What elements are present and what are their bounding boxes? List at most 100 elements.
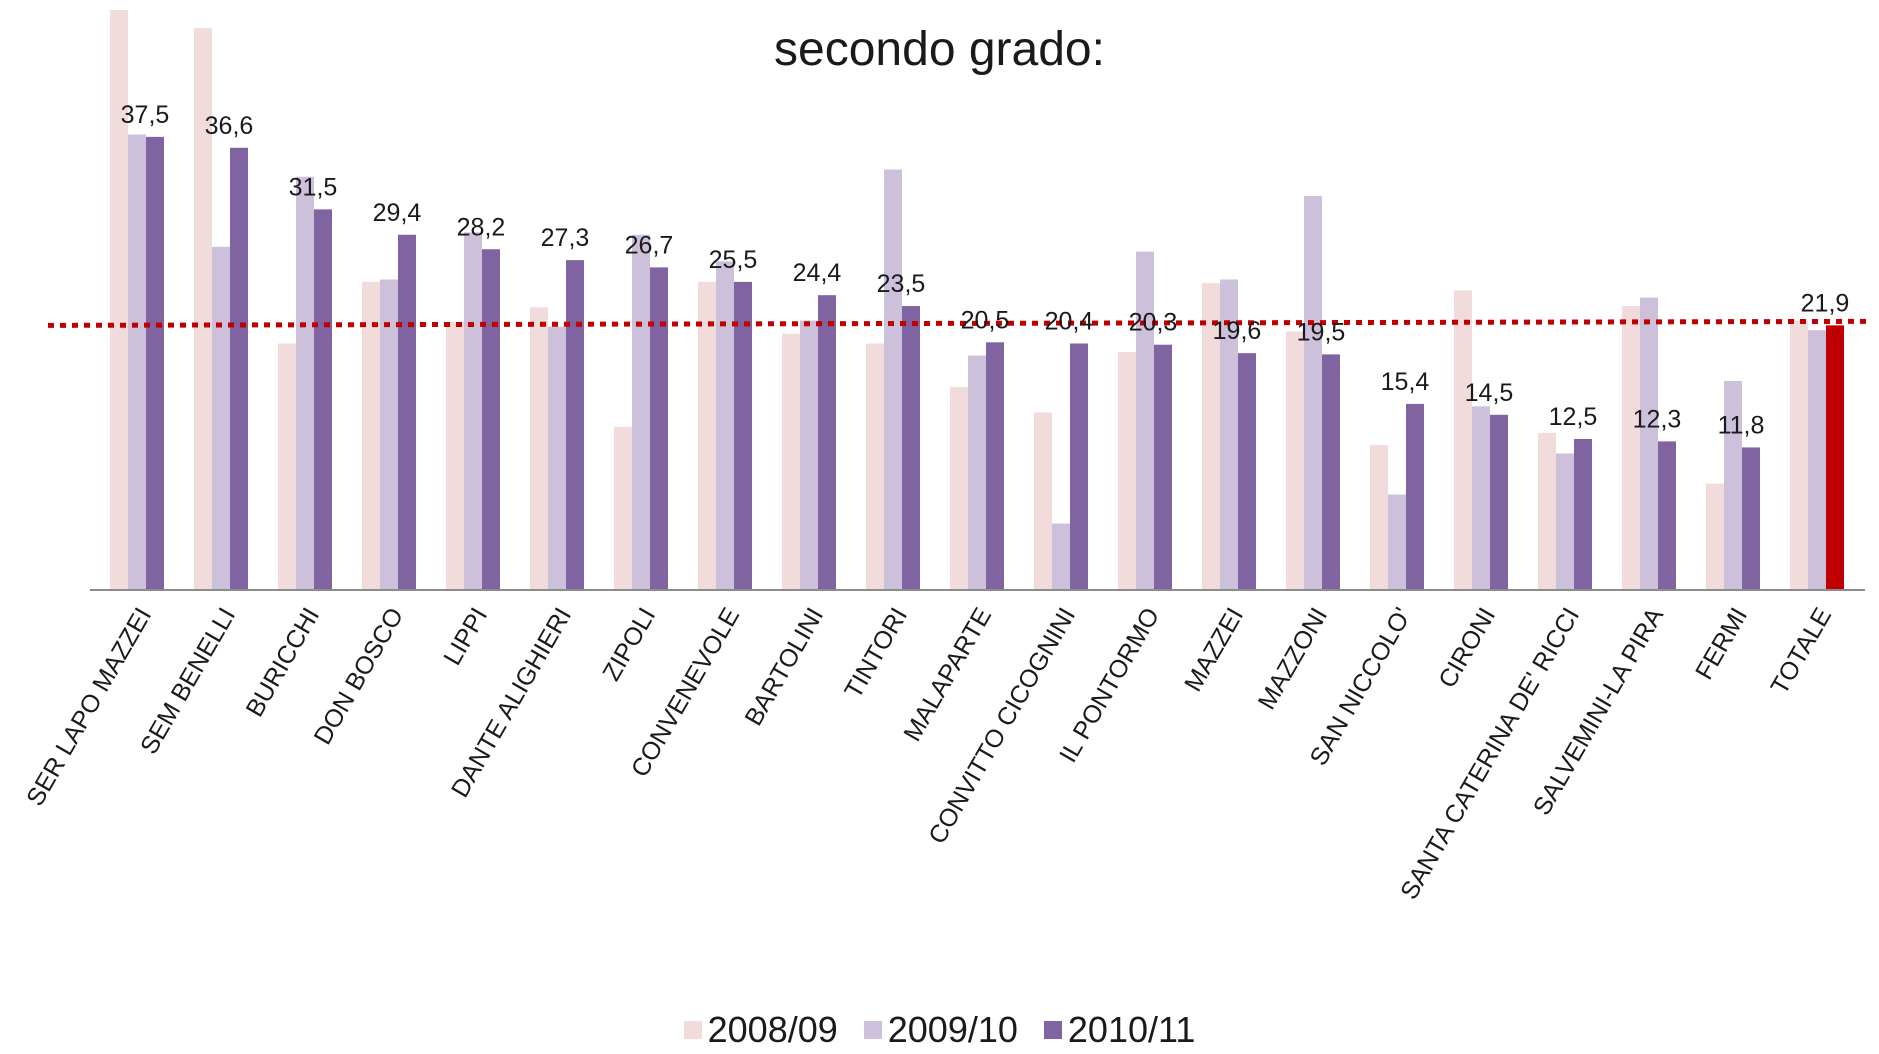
bar-2010-11-2 bbox=[314, 209, 332, 590]
bar-2008-09-2 bbox=[278, 343, 296, 590]
category-label-20: TOTALE bbox=[1765, 603, 1837, 699]
bar-2009-10-6 bbox=[632, 234, 650, 590]
bar-2008-09-5 bbox=[530, 307, 548, 590]
bar-2008-09-11 bbox=[1034, 412, 1052, 590]
bar-2010-11-10 bbox=[986, 342, 1004, 590]
bar-2010-11-20 bbox=[1826, 325, 1844, 590]
data-label-18: 12,3 bbox=[1633, 405, 1682, 433]
legend-label: 2009/10 bbox=[887, 1009, 1018, 1050]
data-label-8: 24,4 bbox=[793, 259, 842, 287]
bar-2008-09-20 bbox=[1790, 320, 1808, 590]
data-label-7: 25,5 bbox=[709, 246, 758, 274]
data-label-17: 12,5 bbox=[1549, 403, 1598, 431]
data-label-3: 29,4 bbox=[373, 199, 422, 227]
category-label-4: LIPPI bbox=[438, 603, 493, 670]
legend: 2008/09 2009/10 2010/11 bbox=[0, 1010, 1879, 1050]
bar-2010-11-7 bbox=[734, 281, 752, 590]
data-label-15: 15,4 bbox=[1381, 368, 1430, 396]
data-label-11: 20,4 bbox=[1045, 308, 1094, 336]
bar-2008-09-7 bbox=[698, 281, 716, 590]
bar-2010-11-3 bbox=[398, 234, 416, 590]
category-label-6: ZIPOLI bbox=[597, 603, 661, 686]
bar-2008-09-16 bbox=[1454, 290, 1472, 590]
data-label-14: 19,5 bbox=[1297, 318, 1346, 346]
bar-2010-11-17 bbox=[1574, 438, 1592, 590]
bar-2008-09-8 bbox=[782, 333, 800, 590]
legend-item-2008-09: 2008/09 bbox=[683, 1009, 838, 1050]
bar-2009-10-17 bbox=[1556, 453, 1574, 590]
bar-2010-11-15 bbox=[1406, 403, 1424, 590]
data-label-12: 20,3 bbox=[1129, 309, 1178, 337]
category-label-11: CONVITTO CICOGNINI bbox=[923, 603, 1081, 849]
legend-item-2010-11: 2010/11 bbox=[1043, 1009, 1196, 1050]
legend-swatch bbox=[863, 1021, 882, 1039]
bar-2008-09-3 bbox=[362, 281, 380, 590]
category-label-0: SER LAPO MAZZEI bbox=[21, 603, 157, 811]
bar-2010-11-12 bbox=[1154, 344, 1172, 590]
data-label-2: 31,5 bbox=[289, 173, 338, 201]
bar-2010-11-6 bbox=[650, 267, 668, 590]
category-label-3: DON BOSCO bbox=[309, 603, 410, 749]
bar-2008-09-1 bbox=[194, 28, 212, 590]
data-label-0: 37,5 bbox=[121, 101, 170, 129]
legend-label: 2008/09 bbox=[707, 1009, 838, 1050]
legend-item-2009-10: 2009/10 bbox=[863, 1009, 1018, 1050]
bar-2009-10-15 bbox=[1388, 494, 1406, 590]
bar-2009-10-4 bbox=[464, 232, 482, 591]
bar-2009-10-7 bbox=[716, 261, 734, 590]
bar-2010-11-19 bbox=[1742, 447, 1760, 590]
data-label-10: 20,5 bbox=[961, 306, 1010, 334]
bar-2010-11-8 bbox=[818, 295, 836, 590]
bar-2008-09-12 bbox=[1118, 351, 1136, 590]
bar-2009-10-16 bbox=[1472, 406, 1490, 590]
bar-2009-10-1 bbox=[212, 246, 230, 591]
reference-line bbox=[47, 318, 1871, 328]
data-label-1: 36,6 bbox=[205, 112, 254, 140]
bar-2009-10-13 bbox=[1220, 279, 1238, 590]
bar-2009-10-19 bbox=[1724, 380, 1742, 590]
bar-2009-10-9 bbox=[884, 169, 902, 590]
bar-2009-10-0 bbox=[128, 134, 146, 591]
bar-2010-11-1 bbox=[230, 147, 248, 590]
bar-2009-10-18 bbox=[1640, 297, 1658, 590]
legend-swatch bbox=[1043, 1021, 1062, 1039]
data-label-20: 21,9 bbox=[1801, 289, 1850, 317]
data-label-6: 26,7 bbox=[625, 231, 674, 259]
category-label-10: MALAPARTE bbox=[898, 603, 997, 746]
bar-2010-11-14 bbox=[1322, 354, 1340, 590]
bar-2010-11-11 bbox=[1070, 343, 1088, 590]
bar-2009-10-3 bbox=[380, 279, 398, 590]
chart-title: secondo grado: bbox=[774, 23, 1105, 76]
bar-2008-09-17 bbox=[1538, 432, 1556, 590]
bar-2009-10-14 bbox=[1304, 196, 1322, 591]
bar-2008-09-6 bbox=[614, 426, 632, 590]
category-label-14: MAZZONI bbox=[1253, 603, 1333, 714]
bar-2009-10-12 bbox=[1136, 251, 1154, 590]
bar-2010-11-9 bbox=[902, 306, 920, 590]
bar-2009-10-20 bbox=[1808, 330, 1826, 590]
bar-2010-11-18 bbox=[1658, 441, 1676, 590]
bar-2008-09-0 bbox=[110, 10, 128, 590]
data-label-4: 28,2 bbox=[457, 213, 506, 241]
bar-2009-10-5 bbox=[548, 326, 566, 590]
bar-2008-09-10 bbox=[950, 387, 968, 590]
bar-2009-10-10 bbox=[968, 355, 986, 590]
category-label-19: FERMI bbox=[1690, 603, 1753, 684]
bar-2010-11-4 bbox=[482, 249, 500, 590]
category-label-17: SANTA CATERINA DE' RICCI bbox=[1395, 603, 1585, 904]
bar-2008-09-4 bbox=[446, 321, 464, 590]
data-label-13: 19,6 bbox=[1213, 317, 1262, 345]
legend-label: 2010/11 bbox=[1067, 1009, 1196, 1050]
bar-2009-10-2 bbox=[296, 176, 314, 590]
category-label-13: MAZZEI bbox=[1179, 603, 1249, 696]
bar-2010-11-5 bbox=[566, 260, 584, 590]
bar-2010-11-0 bbox=[146, 136, 164, 590]
category-label-8: BARTOLINI bbox=[739, 603, 829, 731]
data-label-9: 23,5 bbox=[877, 270, 926, 298]
category-label-16: CIRONI bbox=[1433, 603, 1501, 693]
bar-2009-10-11 bbox=[1052, 523, 1070, 590]
data-label-19: 11,8 bbox=[1718, 411, 1765, 439]
bar-chart: 37,5 36,6 31,5 29,4 28,2 27,3 26,7 25,5 24,4 23,5… bbox=[21, 10, 1871, 904]
bar-2008-09-19 bbox=[1706, 483, 1724, 590]
